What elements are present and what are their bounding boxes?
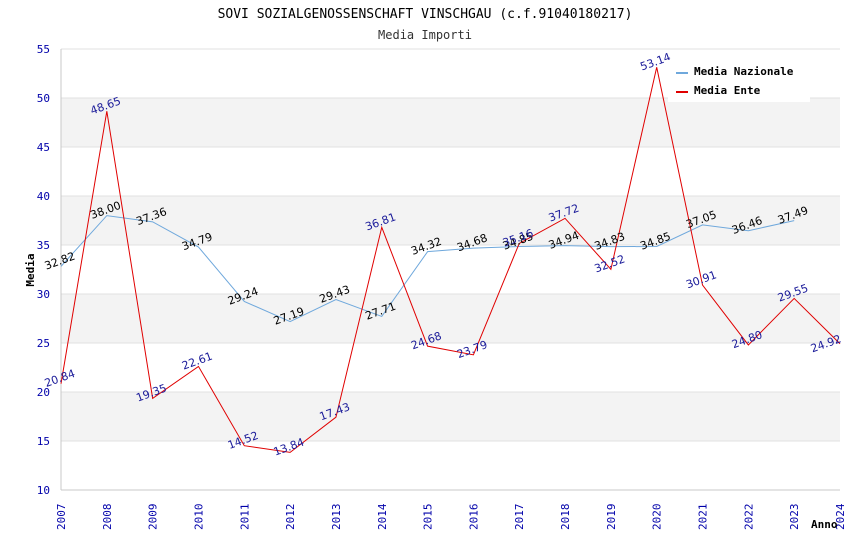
y-tick-label: 55 [37,43,50,56]
legend-label-ente: Media Ente [694,84,761,97]
data-label-ente: 53.14 [638,50,672,73]
series-lines [60,67,841,453]
series-line-nazionale [60,215,795,323]
x-tick-label: 2016 [467,504,480,531]
x-tick-label: 2010 [192,504,205,531]
legend-background [668,60,810,102]
x-tick-label: 2012 [284,504,297,531]
x-tick-label: 2021 [697,504,710,531]
chart-title: SOVI SOZIALGENOSSENSCHAFT VINSCHGAU (c.f… [218,7,633,22]
y-tick-label: 50 [37,92,50,105]
x-tick-label: 2019 [605,504,618,531]
legend: Media Nazionale Media Ente [668,60,810,102]
data-label-ente: 32.52 [593,253,627,276]
legend-label-nazionale: Media Nazionale [694,65,794,78]
grid-band [61,392,840,441]
axes [60,49,840,491]
x-tick-label: 2008 [101,504,114,531]
x-tick-label: 2015 [422,504,435,531]
grid-band [61,196,840,245]
x-tick-labels: 2007 2008 2009 2010 2011 2012 2013 2014 2015 2016… [55,503,847,530]
x-tick-label: 2024 [834,503,847,530]
series-line-ente [60,67,841,453]
x-axis-label: Anno [811,518,838,531]
x-tick-label: 2009 [147,504,160,531]
data-label-ente: 20.84 [43,367,77,390]
x-tick-label: 2007 [55,504,68,531]
grid-bands [61,98,840,441]
grid-band [61,294,840,343]
x-tick-label: 2014 [376,503,389,530]
grid-band [61,98,840,147]
y-axis-label: Media [24,253,37,286]
grid-lines [61,48,840,491]
chart-subtitle: Media Importi [378,28,472,42]
y-tick-label: 40 [37,190,50,203]
y-tick-label: 35 [37,239,50,252]
y-tick-label: 15 [37,435,50,448]
y-tick-label: 20 [37,386,50,399]
data-label-nazionale: 32.82 [43,250,77,273]
x-tick-label: 2018 [559,504,572,531]
y-tick-label: 10 [37,484,50,497]
x-tick-label: 2011 [238,504,251,531]
x-tick-label: 2020 [651,504,664,531]
x-tick-label: 2022 [742,504,755,531]
x-tick-label: 2013 [330,504,343,531]
y-tick-label: 25 [37,337,50,350]
data-label-ente: 30.91 [684,268,718,291]
x-tick-label: 2023 [788,504,801,531]
y-tick-label: 30 [37,288,50,301]
y-tick-label: 45 [37,141,50,154]
y-tick-labels: 10 15 20 25 30 35 40 45 50 55 [37,43,50,497]
x-tick-label: 2017 [513,504,526,531]
data-label-ente: 22.61 [180,350,214,373]
